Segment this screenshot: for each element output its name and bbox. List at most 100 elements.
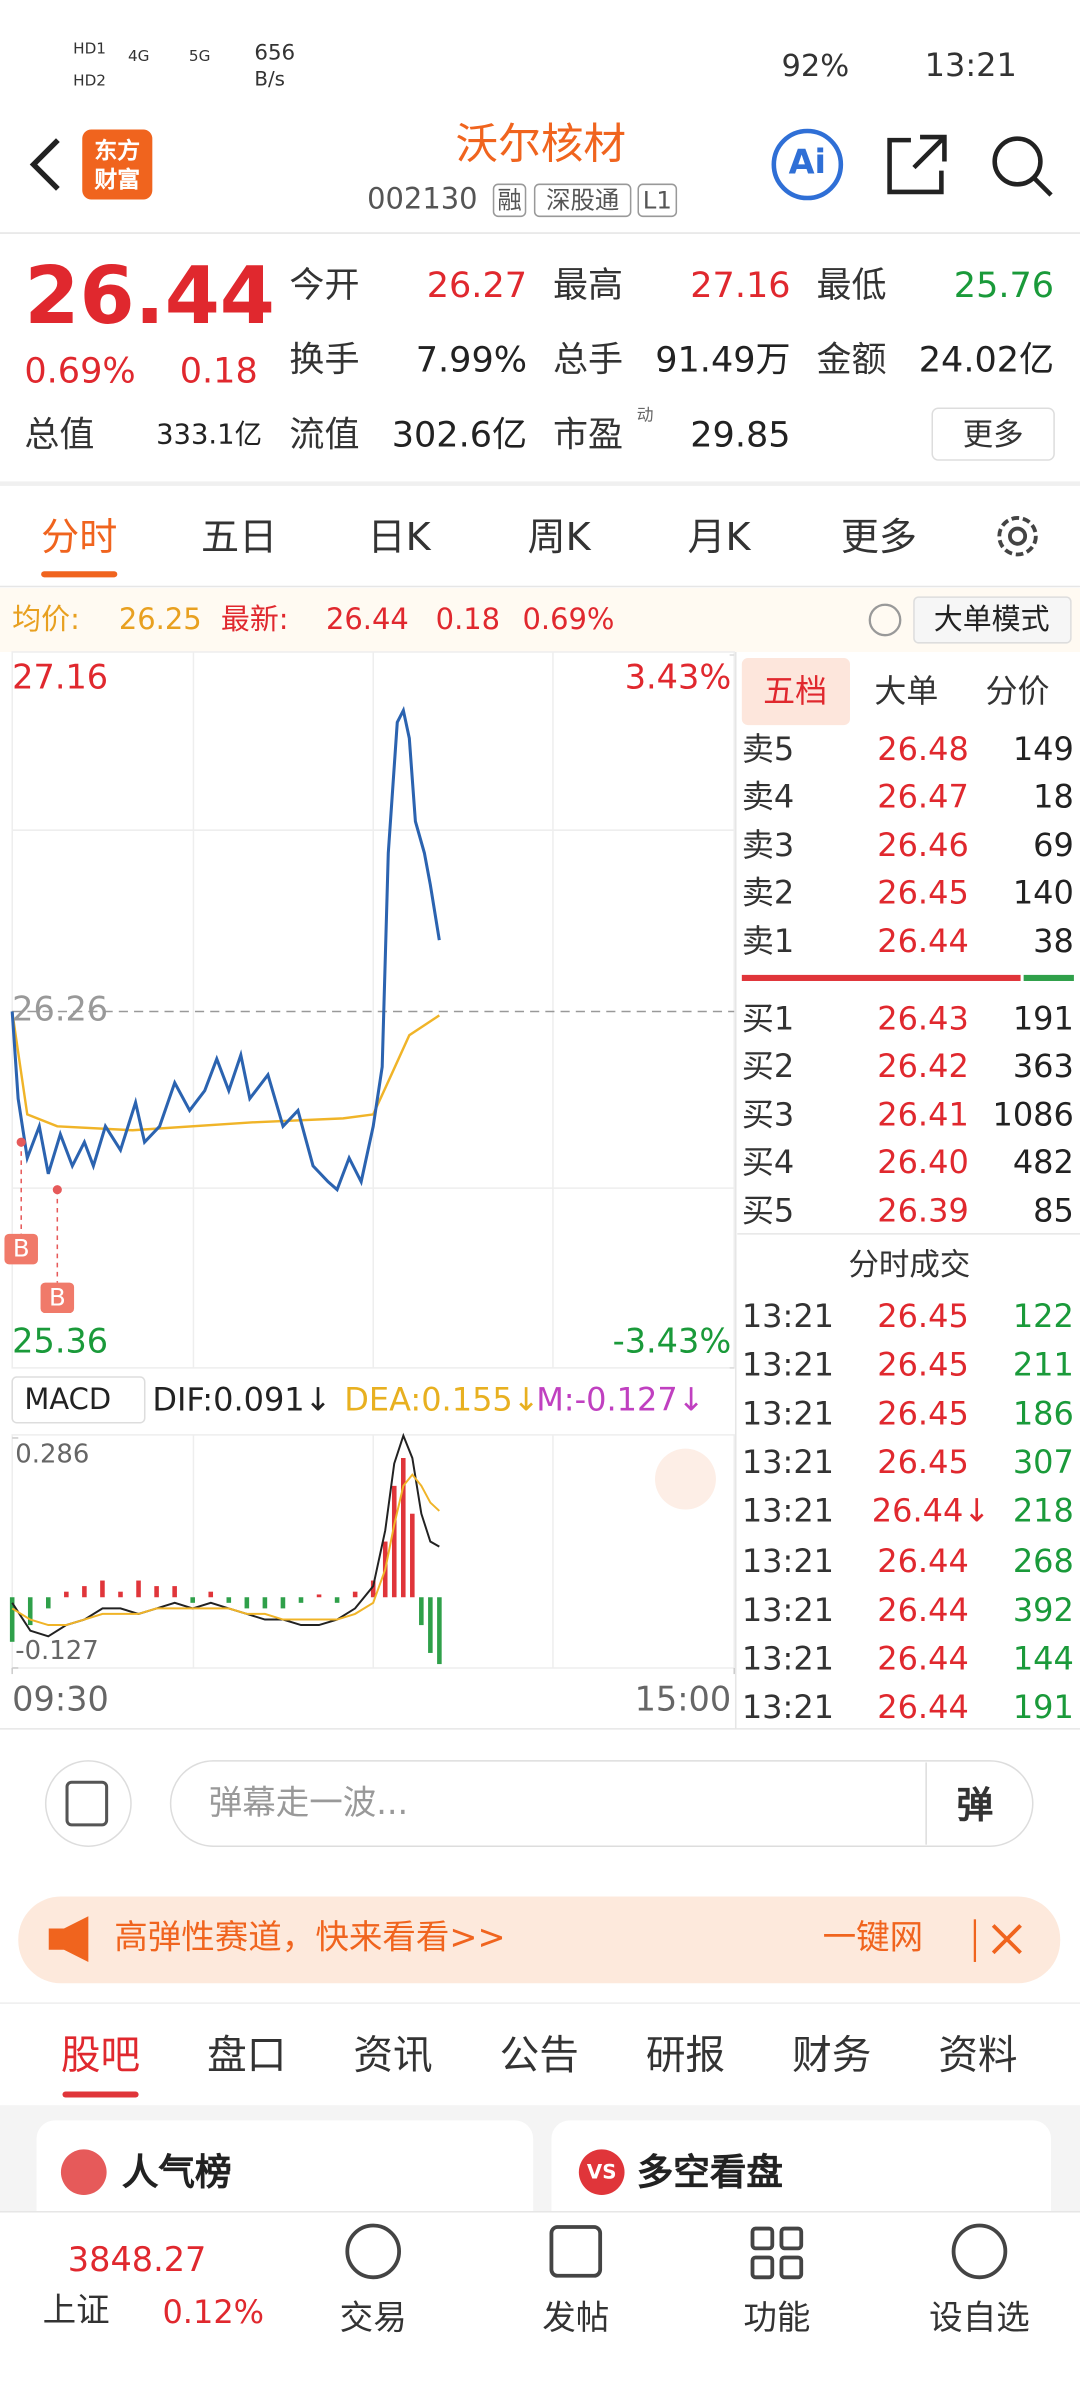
comment-placeholder[interactable]: 弹幕走一波...: [208, 1785, 409, 1824]
expand-button[interactable]: [655, 1448, 716, 1510]
macd-bar: [370, 1580, 376, 1598]
book-level: 卖1: [741, 922, 795, 959]
trade-volume: 392: [1012, 1591, 1074, 1628]
danmaku-button[interactable]: 弹: [956, 1783, 994, 1827]
field-label: 市盈: [552, 415, 624, 455]
price: 26.44: [24, 251, 275, 343]
nav-item[interactable]: 交易: [339, 2300, 407, 2339]
net-label: 4G: [127, 48, 150, 66]
book-level: 卖4: [741, 778, 795, 815]
macd-bar: [437, 1597, 442, 1665]
content-tab[interactable]: 财务: [792, 2033, 872, 2080]
book-price: 26.41: [877, 1095, 969, 1133]
macd-bar: [172, 1586, 177, 1598]
help-icon[interactable]: [868, 603, 902, 637]
book-volume: 482: [1012, 1143, 1074, 1181]
card-title[interactable]: 人气榜: [121, 2150, 232, 2194]
banner[interactable]: [18, 1896, 1061, 1984]
chart-tab[interactable]: 月K: [687, 514, 751, 559]
trade-icon[interactable]: [345, 2223, 402, 2280]
book-tab[interactable]: 分价: [985, 672, 1050, 710]
trade-price: 26.45: [877, 1395, 969, 1432]
trade-price: 26.45: [877, 1346, 969, 1383]
content-tab[interactable]: 资料: [938, 2033, 1018, 2080]
index-name: 上证: [42, 2292, 110, 2331]
macd-bar: [401, 1458, 406, 1598]
comment-input[interactable]: [169, 1760, 1034, 1847]
function-icon[interactable]: [750, 2226, 804, 2280]
share-icon[interactable]: [887, 134, 947, 195]
settings-icon[interactable]: [997, 516, 1038, 557]
ai-icon[interactable]: [771, 128, 844, 201]
macd-bar: [27, 1597, 33, 1626]
book-tab[interactable]: 大单: [874, 672, 939, 710]
chart-tab[interactable]: 分时: [41, 514, 118, 559]
logo: [82, 129, 153, 200]
macd-bar: [419, 1597, 424, 1626]
chart-tab[interactable]: 五日: [201, 514, 278, 559]
nav-item[interactable]: 设自选: [929, 2300, 1030, 2339]
watch-icon[interactable]: [951, 2223, 1008, 2280]
close-icon[interactable]: [991, 1924, 1022, 1955]
macd-select[interactable]: [11, 1376, 146, 1424]
nav-item[interactable]: 发帖: [542, 2300, 610, 2339]
content-tab[interactable]: 公告: [499, 2033, 579, 2080]
chart-tab[interactable]: 更多: [840, 514, 918, 559]
post-icon[interactable]: [549, 2225, 603, 2278]
mode-button[interactable]: [913, 596, 1072, 644]
nav-item[interactable]: 功能: [743, 2300, 811, 2339]
note-icon[interactable]: [44, 1760, 132, 1847]
macd-bar: [118, 1591, 123, 1598]
note-icon: [65, 1780, 109, 1827]
trade-time: 13:21: [741, 1444, 835, 1481]
book-tab[interactable]: 五档: [763, 672, 828, 710]
content-tab[interactable]: 盘口: [207, 2033, 287, 2080]
book-volume: 18: [1033, 778, 1074, 815]
macd-bar: [82, 1586, 87, 1598]
macd-frame: [11, 1434, 735, 1669]
net-label: 5G: [188, 48, 211, 66]
trades-title[interactable]: 分时成交: [848, 1246, 971, 1283]
banner-text[interactable]: 高弹性赛道，快来看看>>: [114, 1919, 506, 1958]
macd-bar: [208, 1591, 214, 1598]
book-price: 26.48: [877, 730, 969, 767]
book-price: 26.47: [877, 778, 969, 815]
more-button[interactable]: [931, 407, 1055, 461]
macd-bar: [9, 1597, 15, 1642]
trade-time: 13:21: [741, 1542, 835, 1579]
chart-tab[interactable]: 周K: [527, 514, 591, 559]
y-tick-label: 25.36: [12, 1323, 109, 1362]
trade-price: 26.45: [877, 1444, 969, 1481]
content-tab[interactable]: 股吧: [60, 2033, 141, 2080]
avg-value: 26.25: [118, 602, 202, 636]
more-button[interactable]: 更多: [962, 415, 1024, 453]
trade-volume: 122: [1012, 1297, 1074, 1334]
clock: 13:21: [924, 46, 1017, 84]
latest-pct: 0.69%: [522, 602, 615, 636]
content-tab[interactable]: 资讯: [353, 2033, 433, 2080]
book-level: 买5: [741, 1191, 795, 1229]
macd-bar: [280, 1597, 286, 1609]
macd-bar: [352, 1591, 358, 1598]
chart-tab[interactable]: 日K: [367, 514, 431, 559]
trade-volume: 191: [1012, 1689, 1074, 1727]
banner-action[interactable]: 一键网: [822, 1919, 924, 1958]
macd-bar: [190, 1597, 195, 1603]
indicator-select[interactable]: MACD: [24, 1382, 112, 1416]
ai-button[interactable]: Ai: [788, 144, 827, 183]
macd-bar: [316, 1594, 322, 1598]
stock-name: 沃尔核材: [455, 118, 627, 170]
tag-box: [637, 183, 678, 218]
content-tab[interactable]: 研报: [645, 2033, 726, 2080]
trade-time: 13:21: [741, 1395, 835, 1432]
dea-label: DEA:0.155↓: [344, 1380, 540, 1418]
book-level: 买1: [741, 1000, 795, 1037]
field-label: 最高: [552, 265, 624, 306]
search-icon[interactable]: [992, 136, 1043, 187]
mode-button[interactable]: 大单模式: [933, 602, 1050, 636]
change-pct: 0.69%: [24, 351, 136, 391]
card-title[interactable]: 多空看盘: [636, 2150, 783, 2194]
back-icon[interactable]: [29, 138, 60, 191]
trade-time: 13:21: [741, 1689, 835, 1727]
